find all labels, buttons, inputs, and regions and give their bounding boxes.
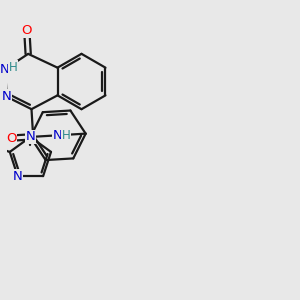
Text: N: N (2, 90, 12, 103)
Text: H: H (62, 129, 70, 142)
Text: N: N (26, 130, 35, 143)
Text: N: N (53, 129, 63, 142)
Text: O: O (22, 24, 32, 37)
Text: H: H (9, 61, 18, 74)
Text: O: O (6, 132, 16, 145)
Text: N: N (13, 169, 22, 183)
Text: N: N (0, 63, 10, 76)
